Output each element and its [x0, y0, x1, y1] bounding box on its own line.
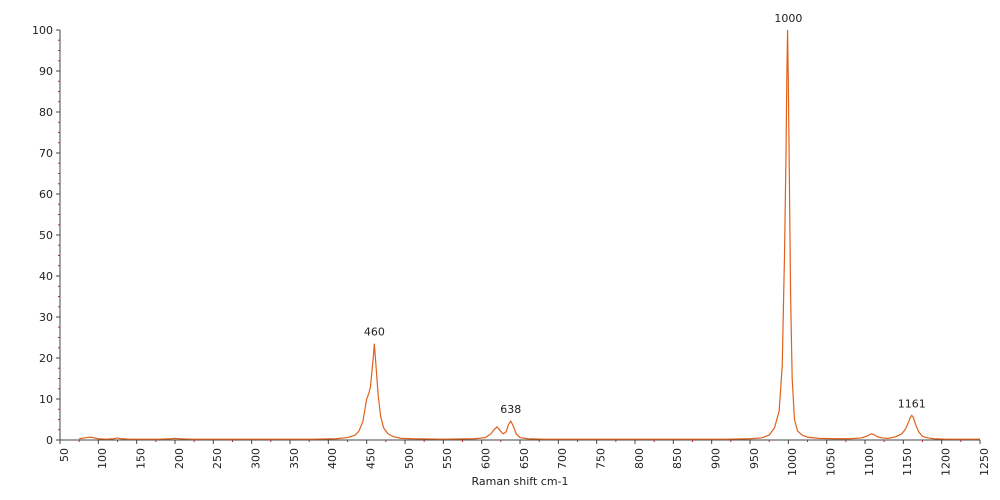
y-tick-label: 0	[46, 434, 53, 447]
y-tick-label: 70	[39, 147, 53, 160]
x-tick-label: 1050	[825, 448, 838, 476]
peak-labels: 460 638 1000 1161	[364, 12, 926, 416]
x-tick-label: 100	[96, 448, 109, 469]
x-tick-label: 1150	[901, 448, 914, 476]
peak-label: 638	[500, 403, 521, 416]
peak-label: 1000	[774, 12, 802, 25]
x-tick-label: 50	[58, 448, 71, 462]
x-tick-label: 600	[480, 448, 493, 469]
y-tick-label: 10	[39, 393, 53, 406]
peak-label: 1161	[898, 397, 926, 410]
y-axis: 0 10 20 30 40 50 60 70 80 90 100	[32, 24, 61, 447]
x-tick-label: 400	[326, 448, 339, 469]
y-tick-label: 40	[39, 270, 53, 283]
y-tick-label: 80	[39, 106, 53, 119]
x-tick-label: 950	[748, 448, 761, 469]
spectrum-line	[79, 29, 980, 440]
x-axis-title: Raman shift cm-1	[471, 475, 568, 488]
x-tick-label: 750	[595, 448, 608, 469]
x-tick-label: 800	[633, 448, 646, 469]
x-tick-label: 650	[518, 448, 531, 469]
x-tick-label: 900	[710, 448, 723, 469]
y-tick-label: 30	[39, 311, 53, 324]
x-tick-label: 450	[365, 448, 378, 469]
x-tick-label: 500	[403, 448, 416, 469]
x-tick-label: 850	[671, 448, 684, 469]
x-tick-label: 300	[250, 448, 263, 469]
x-tick-label: 150	[135, 448, 148, 469]
x-tick-label: 700	[556, 448, 569, 469]
x-tick-label: 350	[288, 448, 301, 469]
x-tick-label: 1100	[863, 448, 876, 476]
x-tick-label: 1200	[940, 448, 953, 476]
x-tick-label: 250	[211, 448, 224, 469]
x-tick-label: 1250	[978, 448, 991, 476]
y-tick-label: 90	[39, 65, 53, 78]
x-tick-label: 200	[173, 448, 186, 469]
x-tick-label: 1000	[786, 448, 799, 476]
x-tick-label: 550	[441, 448, 454, 469]
y-tick-label: 50	[39, 229, 53, 242]
y-tick-label: 20	[39, 352, 53, 365]
peak-label: 460	[364, 326, 385, 339]
y-tick-label: 100	[32, 24, 53, 37]
y-tick-label: 60	[39, 188, 53, 201]
x-axis: 50 100 150 200 250 300 350 400 450 500 550 600 650 70…	[58, 439, 991, 476]
